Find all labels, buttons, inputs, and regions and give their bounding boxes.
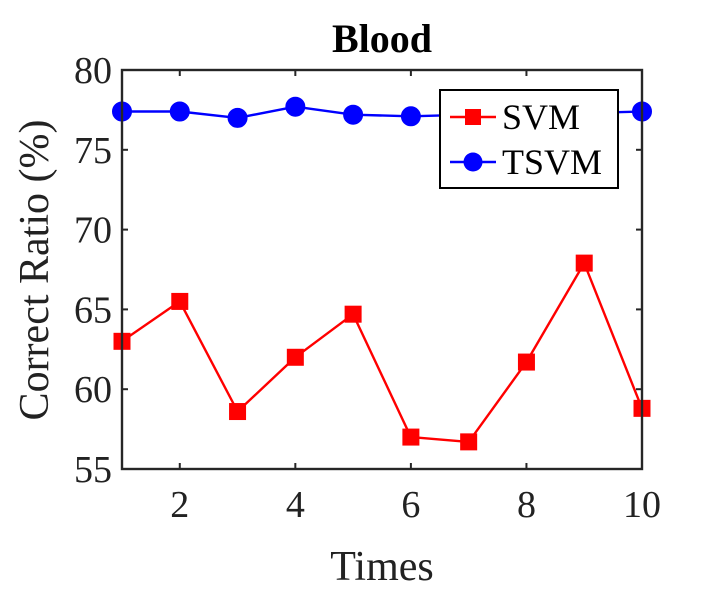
axes <box>120 68 644 471</box>
y-tick-label: 55 <box>74 449 112 491</box>
legend-marker-tsvm <box>463 152 483 172</box>
legend-label-tsvm: TSVM <box>502 142 602 182</box>
x-tick-label: 8 <box>517 484 536 526</box>
data-point-tsvm <box>285 96 306 117</box>
legend-box <box>439 89 619 189</box>
x-axis-label: Times <box>330 544 434 590</box>
series-line-svm <box>121 261 644 444</box>
data-point-svm <box>286 348 304 366</box>
x-tick-label: 4 <box>286 484 305 526</box>
x-tick-label: 2 <box>170 484 189 526</box>
tick-labels: 2 4 6 8 10 55 60 65 70 75 80 <box>74 50 661 526</box>
x-tick-label: 10 <box>623 484 661 526</box>
legend: SVM TSVM <box>439 89 619 189</box>
data-point-svm <box>344 305 362 323</box>
data-point-svm <box>402 428 420 446</box>
data-point-tsvm <box>169 101 190 122</box>
data-point-svm <box>229 403 247 421</box>
y-axis-label: Correct Ratio (%) <box>12 120 58 421</box>
y-tick-label: 60 <box>74 369 112 411</box>
chart-title: Blood <box>332 16 432 61</box>
data-point-tsvm <box>400 106 421 127</box>
data-point-tsvm <box>227 107 248 128</box>
legend-label-svm: SVM <box>502 97 580 137</box>
data-point-svm <box>460 433 478 451</box>
y-tick-label: 65 <box>74 289 112 331</box>
data-point-tsvm <box>343 104 364 125</box>
data-point-svm <box>517 353 535 371</box>
y-tick-label: 75 <box>74 130 112 172</box>
y-tick-label: 80 <box>74 50 112 92</box>
y-tick-label: 70 <box>74 210 112 252</box>
axes-box <box>120 68 644 471</box>
data-point-svm <box>171 292 189 310</box>
x-tick-label: 6 <box>401 484 420 526</box>
legend-marker-svm <box>465 109 481 125</box>
data-point-svm <box>575 254 593 272</box>
